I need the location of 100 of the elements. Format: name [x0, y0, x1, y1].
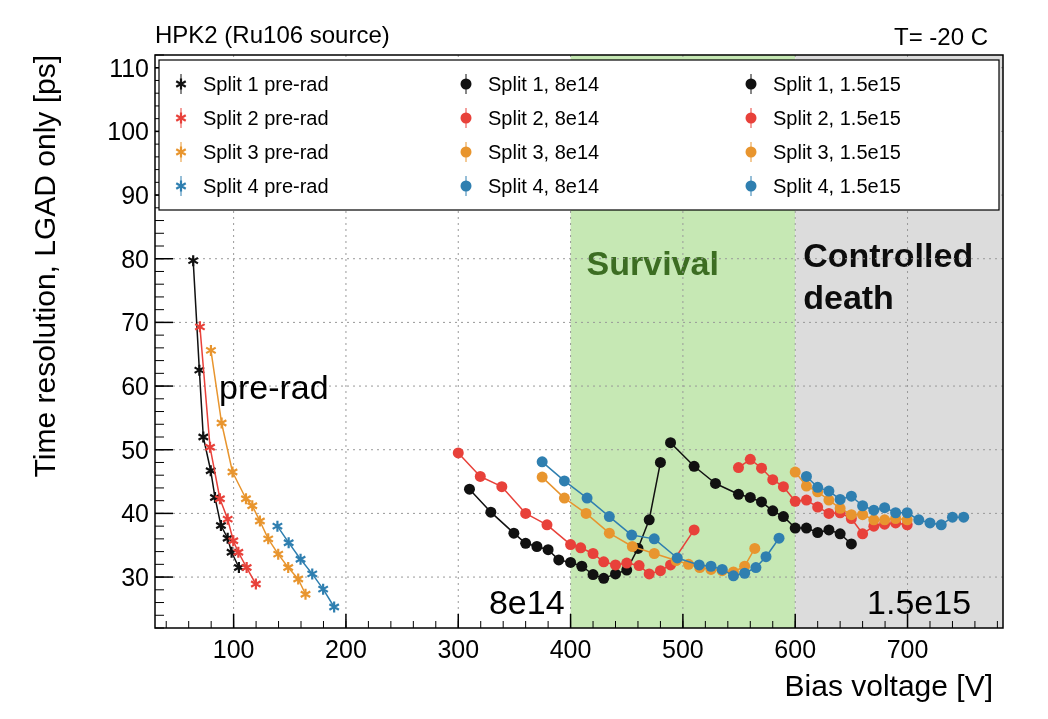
point	[789, 466, 801, 478]
y-tick-label: 80	[121, 244, 149, 273]
point	[621, 557, 633, 569]
point	[626, 541, 638, 553]
point	[250, 577, 262, 591]
x-tick-label: 100	[212, 635, 255, 663]
point	[812, 501, 824, 513]
point	[240, 492, 252, 506]
point	[709, 477, 721, 489]
point	[732, 462, 744, 474]
point	[221, 512, 234, 526]
point	[187, 254, 200, 268]
x-tick-label: 500	[662, 635, 704, 663]
point	[553, 554, 565, 566]
point	[581, 492, 593, 504]
point	[254, 514, 266, 528]
point	[756, 462, 768, 474]
point	[542, 544, 554, 556]
point	[789, 495, 801, 507]
point	[508, 527, 520, 539]
legend-label: Split 2, 1.5e15	[773, 107, 901, 129]
x-tick-label: 200	[325, 635, 367, 663]
point	[777, 481, 789, 493]
point	[536, 471, 548, 483]
point	[193, 363, 206, 377]
point	[204, 464, 217, 478]
point	[520, 537, 532, 549]
point	[306, 567, 319, 581]
point	[558, 475, 570, 487]
point	[598, 556, 610, 568]
point	[299, 587, 312, 601]
point	[587, 569, 599, 581]
point	[823, 485, 835, 497]
point	[789, 522, 801, 534]
point	[845, 538, 857, 550]
y-axis-title: Time resolution, LGAD only [ps]	[28, 55, 61, 478]
point	[474, 470, 486, 482]
point	[834, 528, 846, 540]
point	[946, 511, 958, 523]
point	[214, 492, 226, 506]
point	[744, 453, 756, 465]
point	[282, 536, 295, 550]
point	[868, 514, 880, 526]
point	[633, 560, 645, 572]
point	[648, 548, 660, 560]
point	[626, 529, 638, 541]
point	[272, 547, 285, 561]
point	[749, 542, 761, 554]
point	[575, 542, 587, 554]
legend-label: Split 3 pre-rad	[203, 141, 329, 163]
point	[773, 532, 785, 544]
point	[205, 343, 217, 358]
point	[485, 506, 497, 518]
legend-label: Split 4 pre-rad	[203, 175, 329, 197]
y-tick-label: 110	[109, 53, 149, 82]
point	[271, 519, 284, 533]
point	[603, 511, 615, 523]
point	[800, 470, 812, 482]
legend-label: Split 1 pre-rad	[203, 73, 329, 95]
point	[610, 559, 621, 571]
point	[924, 517, 936, 529]
point	[221, 531, 234, 545]
point	[935, 519, 947, 531]
point	[688, 524, 700, 536]
chart-subtitle: T= -20 C	[893, 23, 988, 50]
x-tick-label: 300	[437, 635, 480, 663]
legend-label: Split 3, 1.5e15	[773, 141, 901, 163]
point	[565, 556, 577, 568]
point	[520, 507, 532, 519]
point	[643, 568, 655, 580]
point	[744, 491, 756, 503]
point	[777, 511, 789, 523]
point	[292, 572, 305, 586]
point	[648, 533, 660, 545]
point	[194, 320, 206, 334]
point	[576, 560, 588, 572]
point	[767, 505, 779, 517]
x-tick-label: 600	[774, 635, 817, 663]
legend-label: Split 2 pre-rad	[203, 107, 329, 129]
point	[913, 514, 925, 526]
y-tick-label: 50	[121, 435, 149, 464]
point	[204, 440, 216, 454]
point	[580, 507, 592, 519]
point	[857, 500, 869, 512]
point	[603, 527, 615, 539]
point	[857, 528, 869, 540]
point	[901, 507, 913, 519]
annotation: 1.5e15	[867, 583, 972, 621]
point	[536, 456, 548, 468]
band-label: Survival	[586, 244, 719, 282]
point	[215, 416, 228, 430]
point	[215, 518, 227, 533]
x-tick-label: 400	[549, 635, 592, 663]
point	[541, 519, 553, 531]
legend-label: Split 4, 8e14	[488, 175, 600, 197]
point	[750, 562, 762, 574]
point	[654, 565, 666, 577]
point	[209, 490, 221, 505]
point	[727, 570, 739, 582]
point	[643, 514, 655, 526]
